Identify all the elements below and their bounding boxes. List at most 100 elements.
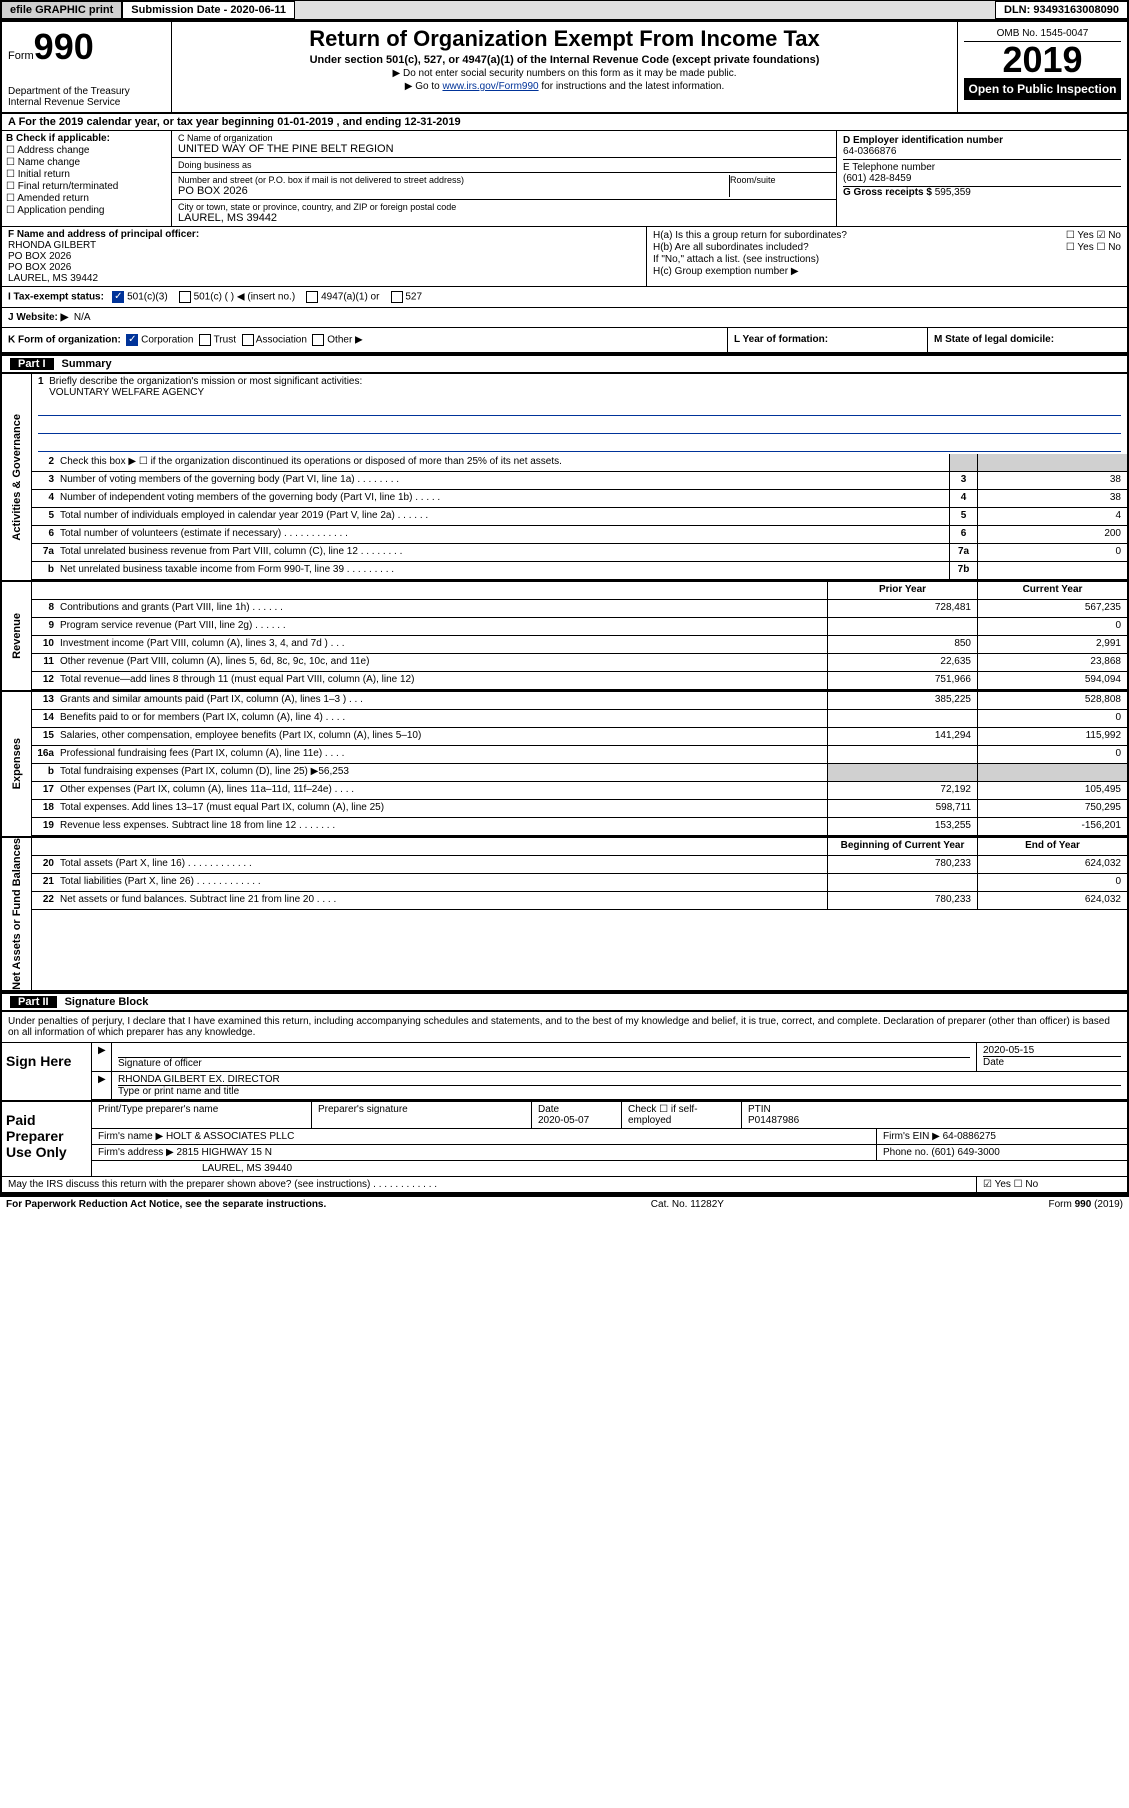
rev-row: 12Total revenue—add lines 8 through 11 (… — [32, 672, 1127, 690]
form-note1: ▶ Do not enter social security numbers o… — [178, 68, 951, 79]
gross: 595,359 — [935, 187, 971, 198]
period-line: A For the 2019 calendar year, or tax yea… — [2, 114, 1127, 131]
col-c: C Name of organization UNITED WAY OF THE… — [172, 131, 837, 226]
footer-mid: Cat. No. 11282Y — [651, 1199, 724, 1210]
governance-section: Activities & Governance 1 Briefly descri… — [2, 374, 1127, 582]
dln: DLN: 93493163008090 — [995, 1, 1128, 19]
officer-addr1: PO BOX 2026 — [8, 251, 640, 262]
form-subtitle: Under section 501(c), 527, or 4947(a)(1)… — [178, 54, 951, 66]
gov-row: 3Number of voting members of the governi… — [32, 472, 1127, 490]
chk-final-return[interactable]: Final return/terminated — [6, 181, 167, 192]
rev-row: 8Contributions and grants (Part VIII, li… — [32, 600, 1127, 618]
revenue-section: Revenue Prior Year Current Year 8Contrib… — [2, 582, 1127, 692]
gov-row: 7aTotal unrelated business revenue from … — [32, 544, 1127, 562]
h-b: H(b) Are all subordinates included? — [653, 242, 1121, 253]
dba-label: Doing business as — [178, 160, 830, 170]
exp-row: bTotal fundraising expenses (Part IX, co… — [32, 764, 1127, 782]
irs-link[interactable]: www.irs.gov/Form990 — [442, 81, 538, 92]
part2-header: Part IISignature Block — [2, 992, 1127, 1012]
sign-here: Sign Here ▶ Signature of officer 2020-05… — [2, 1042, 1127, 1100]
exp-row: 15Salaries, other compensation, employee… — [32, 728, 1127, 746]
form-number: Form990 — [8, 26, 165, 68]
section-fh: F Name and address of principal officer:… — [2, 227, 1127, 287]
gross-label: G Gross receipts $ — [843, 187, 935, 198]
exp-row: 18Total expenses. Add lines 13–17 (must … — [32, 800, 1127, 818]
chk-527[interactable] — [391, 291, 403, 303]
net-row: 22Net assets or fund balances. Subtract … — [32, 892, 1127, 910]
section-bcd: B Check if applicable: Address change Na… — [2, 131, 1127, 227]
mission-block: 1 Briefly describe the organization's mi… — [32, 374, 1127, 454]
exp-row: 17Other expenses (Part IX, column (A), l… — [32, 782, 1127, 800]
city-label: City or town, state or province, country… — [178, 202, 830, 212]
chk-application-pending[interactable]: Application pending — [6, 205, 167, 216]
signature-block: Under penalties of perjury, I declare th… — [2, 1012, 1127, 1194]
form-title: Return of Organization Exempt From Incom… — [178, 26, 951, 52]
gov-row: 4Number of independent voting members of… — [32, 490, 1127, 508]
chk-initial-return[interactable]: Initial return — [6, 169, 167, 180]
org-name: UNITED WAY OF THE PINE BELT REGION — [178, 143, 830, 155]
exp-row: 19Revenue less expenses. Subtract line 1… — [32, 818, 1127, 836]
year-formation: L Year of formation: — [727, 328, 927, 352]
chk-name-change[interactable]: Name change — [6, 157, 167, 168]
rev-row: 11Other revenue (Part VIII, column (A), … — [32, 654, 1127, 672]
governance-label: Activities & Governance — [2, 374, 32, 580]
netassets-label: Net Assets or Fund Balances — [2, 838, 32, 990]
chk-assoc[interactable] — [242, 334, 254, 346]
footer-right: Form 990 (2019) — [1049, 1199, 1123, 1210]
h-b-note: If "No," attach a list. (see instruction… — [653, 254, 1121, 265]
net-row: 20Total assets (Part X, line 16) . . . .… — [32, 856, 1127, 874]
h-c: H(c) Group exemption number ▶ — [653, 266, 1121, 277]
tel-label: E Telephone number — [843, 162, 1121, 173]
chk-501c3[interactable]: ✓ — [112, 291, 124, 303]
state-domicile: M State of legal domicile: — [927, 328, 1127, 352]
col-h: H(a) Is this a group return for subordin… — [647, 227, 1127, 286]
form-frame: Form990 Department of the Treasury Inter… — [0, 20, 1129, 1196]
footer: For Paperwork Reduction Act Notice, see … — [0, 1196, 1129, 1212]
expenses-section: Expenses 13Grants and similar amounts pa… — [2, 692, 1127, 838]
chk-501c[interactable] — [179, 291, 191, 303]
col-f: F Name and address of principal officer:… — [2, 227, 647, 286]
chk-other[interactable] — [312, 334, 324, 346]
officer-addr2: PO BOX 2026 — [8, 262, 640, 273]
room-label: Room/suite — [730, 175, 830, 185]
addr-label: Number and street (or P.O. box if mail i… — [178, 175, 729, 185]
rev-header: Prior Year Current Year — [32, 582, 1127, 600]
gov-row: 2Check this box ▶ ☐ if the organization … — [32, 454, 1127, 472]
chk-corp[interactable]: ✓ — [126, 334, 138, 346]
mission-text: VOLUNTARY WELFARE AGENCY — [49, 387, 204, 398]
exp-row: 13Grants and similar amounts paid (Part … — [32, 692, 1127, 710]
col-d: D Employer identification number 64-0366… — [837, 131, 1127, 226]
declaration: Under penalties of perjury, I declare th… — [2, 1012, 1127, 1042]
addr: PO BOX 2026 — [178, 185, 729, 197]
form-header: Form990 Department of the Treasury Inter… — [2, 22, 1127, 114]
discuss-question: May the IRS discuss this return with the… — [2, 1177, 977, 1192]
exp-row: 14Benefits paid to or for members (Part … — [32, 710, 1127, 728]
paid-preparer: Paid Preparer Use Only Print/Type prepar… — [2, 1100, 1127, 1176]
net-header: Beginning of Current Year End of Year — [32, 838, 1127, 856]
tel: (601) 428-8459 — [843, 173, 1121, 184]
gov-row: bNet unrelated business taxable income f… — [32, 562, 1127, 580]
chk-4947[interactable] — [306, 291, 318, 303]
k-row: K Form of organization: ✓ Corporation Tr… — [2, 328, 1127, 354]
h-a: H(a) Is this a group return for subordin… — [653, 230, 1121, 241]
revenue-label: Revenue — [2, 582, 32, 690]
ein-label: D Employer identification number — [843, 135, 1121, 146]
discuss-answer: ☑ Yes ☐ No — [977, 1177, 1127, 1192]
ein: 64-0366876 — [843, 146, 1121, 157]
gov-row: 5Total number of individuals employed in… — [32, 508, 1127, 526]
submission-date: Submission Date - 2020-06-11 — [122, 1, 295, 19]
efile-button[interactable]: efile GRAPHIC print — [1, 1, 122, 19]
dept-treasury: Department of the Treasury Internal Reve… — [8, 86, 165, 108]
exp-row: 16aProfessional fundraising fees (Part I… — [32, 746, 1127, 764]
form-note2: ▶ Go to www.irs.gov/Form990 for instruct… — [178, 81, 951, 92]
chk-amended-return[interactable]: Amended return — [6, 193, 167, 204]
part1-header: Part ISummary — [2, 354, 1127, 374]
rev-row: 10Investment income (Part VIII, column (… — [32, 636, 1127, 654]
org-name-label: C Name of organization — [178, 133, 830, 143]
chk-trust[interactable] — [199, 334, 211, 346]
net-row: 21Total liabilities (Part X, line 26) . … — [32, 874, 1127, 892]
city: LAUREL, MS 39442 — [178, 212, 830, 224]
chk-address-change[interactable]: Address change — [6, 145, 167, 156]
website-row: J Website: ▶ N/A — [2, 308, 1127, 328]
footer-left: For Paperwork Reduction Act Notice, see … — [6, 1199, 326, 1210]
